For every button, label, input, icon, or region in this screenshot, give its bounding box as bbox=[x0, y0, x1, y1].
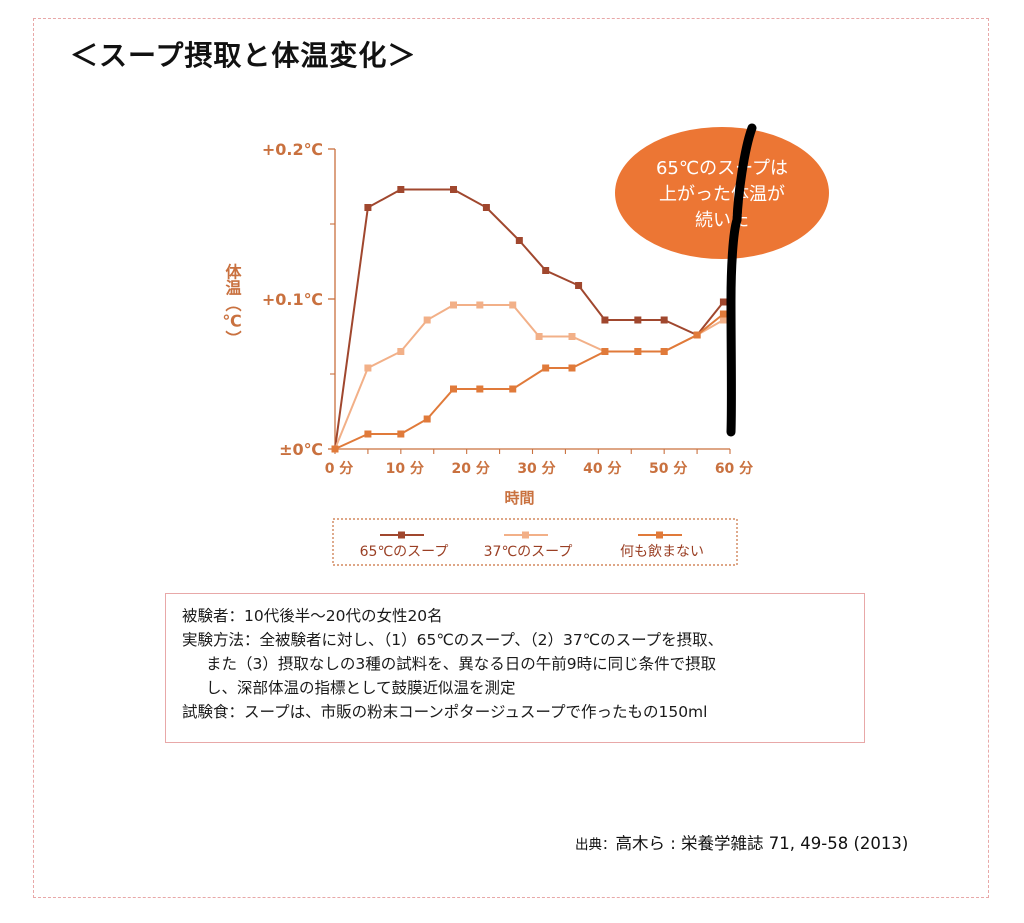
data-point bbox=[634, 348, 642, 355]
data-point bbox=[423, 415, 431, 423]
data-point bbox=[397, 430, 405, 438]
legend-label: 65℃のスープ bbox=[360, 544, 449, 560]
source-label: 出典： bbox=[575, 837, 616, 853]
x-tick-label: 10 分 bbox=[386, 461, 424, 477]
legend-marker bbox=[398, 531, 405, 539]
page-title: ＜スープ摂取と体温変化＞ bbox=[70, 39, 417, 72]
legend-marker bbox=[522, 531, 529, 539]
x-axis-label: 時間 bbox=[504, 489, 534, 507]
data-point bbox=[575, 282, 583, 289]
note-line: 被験者：10代後半～20代の女性20名 bbox=[182, 607, 443, 625]
x-tick-label: 30 分 bbox=[517, 461, 555, 477]
data-point bbox=[364, 364, 372, 372]
data-point bbox=[450, 186, 457, 193]
data-point bbox=[476, 301, 484, 309]
body-temperature-chart: ±0℃ +0.1℃ +0.2℃ 0 分 10 分 20 分 30 分 40 分 50 分 60 分… bbox=[222, 123, 829, 566]
chart-legend: 65℃のスープ 37℃のスープ 何も飲まない bbox=[332, 518, 738, 566]
data-point bbox=[535, 333, 543, 340]
data-point bbox=[450, 385, 457, 393]
data-point bbox=[515, 237, 523, 244]
data-point bbox=[542, 267, 550, 274]
note-line: また（3）摂取なしの3種の試料を、異なる日の午前9時に同じ条件で摂取 bbox=[206, 655, 717, 673]
data-point bbox=[450, 301, 457, 309]
legend-label: 37℃のスープ bbox=[484, 544, 573, 560]
data-point bbox=[568, 364, 576, 372]
data-point bbox=[364, 430, 372, 438]
data-point bbox=[476, 385, 484, 393]
data-point bbox=[719, 316, 727, 324]
y-tick-label: ±0℃ bbox=[279, 440, 323, 459]
annotation-text: 65℃のスープは bbox=[656, 158, 788, 179]
data-point bbox=[660, 348, 668, 355]
annotation-bubble bbox=[615, 127, 829, 259]
data-point bbox=[397, 186, 405, 193]
series-line bbox=[334, 313, 725, 450]
data-point bbox=[601, 348, 609, 355]
hand-drawn-marker-line bbox=[726, 123, 757, 437]
y-axis-label: 体温（℃） bbox=[222, 263, 242, 347]
x-tick-label: 50 分 bbox=[649, 461, 687, 477]
chart-series bbox=[331, 186, 727, 453]
chart-axes: ±0℃ +0.1℃ +0.2℃ 0 分 10 分 20 分 30 分 40 分 50 分 60 分… bbox=[222, 140, 753, 507]
source-citation: 出典：高木ら : 栄養学雑誌 71, 49-58 (2013) bbox=[575, 830, 908, 854]
data-point bbox=[397, 348, 405, 355]
legend-marker bbox=[656, 531, 663, 539]
x-tick-label: 0 分 bbox=[325, 461, 354, 477]
legend-box bbox=[332, 518, 738, 566]
y-tick-label: +0.2℃ bbox=[262, 140, 323, 159]
data-point bbox=[482, 204, 490, 211]
experiment-notes: 被験者：10代後半～20代の女性20名 実験方法：全被験者に対し、（1）65℃の… bbox=[165, 593, 865, 743]
note-line: 試験食：スープは、市販の粉末コーンポタージュスープで作ったもの150ml bbox=[182, 703, 708, 721]
note-line: 実験方法：全被験者に対し、（1）65℃のスープ、（2）37℃のスープを摂取、 bbox=[182, 631, 724, 649]
data-point bbox=[693, 331, 701, 339]
y-tick-label: +0.1℃ bbox=[262, 290, 323, 309]
x-tick-label: 60 分 bbox=[715, 461, 753, 477]
legend-label: 何も飲まない bbox=[620, 544, 704, 560]
data-point bbox=[568, 333, 576, 340]
note-line: し、深部体温の指標として鼓膜近似温を測定 bbox=[206, 679, 516, 697]
annotation-text: 上がった体温が bbox=[659, 184, 785, 205]
data-point bbox=[509, 301, 517, 309]
data-point bbox=[719, 298, 727, 306]
page-frame bbox=[33, 18, 989, 898]
data-point bbox=[719, 310, 727, 318]
x-tick-label: 40 分 bbox=[583, 461, 621, 477]
data-point bbox=[634, 316, 642, 324]
data-point bbox=[364, 204, 372, 211]
x-tick-label: 20 分 bbox=[451, 461, 489, 477]
series-line bbox=[334, 304, 724, 450]
data-point bbox=[331, 445, 339, 453]
data-point bbox=[542, 364, 550, 372]
data-point bbox=[509, 385, 517, 393]
data-point bbox=[660, 316, 668, 324]
data-point bbox=[601, 316, 609, 324]
source-text: 高木ら : 栄養学雑誌 71, 49-58 (2013) bbox=[615, 834, 909, 853]
data-point bbox=[423, 316, 431, 324]
